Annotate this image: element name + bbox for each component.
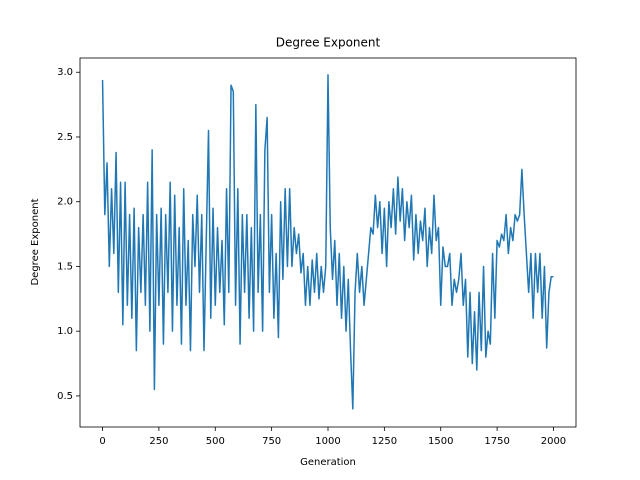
y-tick-label: 1.5 — [57, 261, 73, 272]
plot-frame — [79, 57, 577, 428]
y-axis-label: Degree Exponent — [30, 198, 41, 285]
x-tick-label: 750 — [262, 436, 281, 447]
x-axis-label: Generation — [300, 457, 356, 468]
y-tick-label: 2.0 — [57, 197, 73, 208]
x-tick-label: 1000 — [315, 436, 340, 447]
x-tick-label: 500 — [206, 436, 225, 447]
y-tick-label: 2.5 — [57, 132, 73, 143]
x-tick-label: 2000 — [541, 436, 566, 447]
x-tick-label: 1500 — [428, 436, 453, 447]
x-tick-label: 1250 — [372, 436, 397, 447]
x-tick-label: 250 — [149, 436, 168, 447]
x-tick-label: 1750 — [484, 436, 509, 447]
x-tick-label: 0 — [99, 436, 105, 447]
y-tick-label: 1.0 — [57, 326, 73, 337]
data-line — [101, 74, 554, 410]
chart-title: Degree Exponent — [276, 36, 381, 50]
y-tick-label: 3.0 — [57, 67, 73, 78]
y-tick-label: 0.5 — [57, 391, 73, 402]
